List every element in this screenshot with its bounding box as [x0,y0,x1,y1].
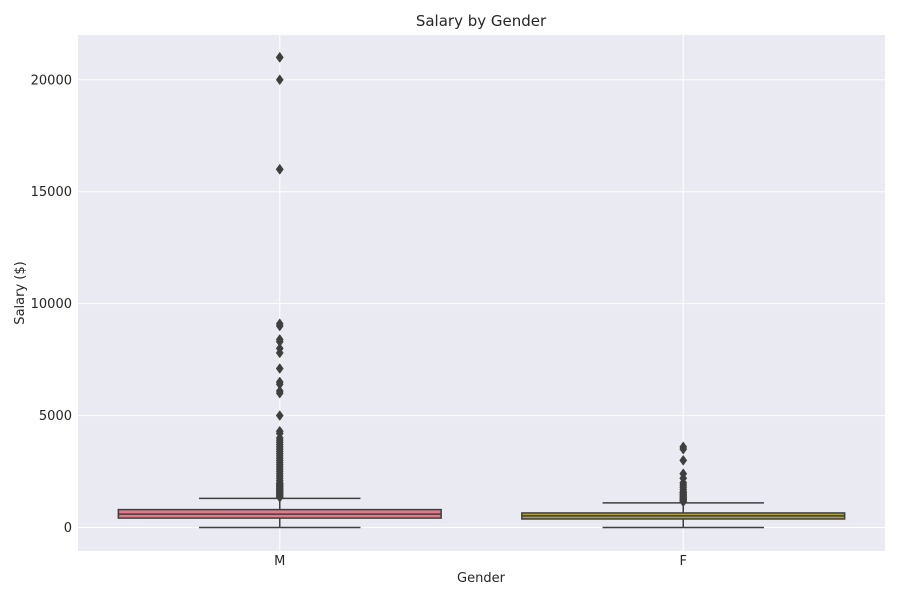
grid-lines [78,35,885,551]
box-f [521,441,846,529]
x-axis-label: Gender [457,571,506,586]
y-tick-label: 5000 [39,409,72,424]
outlier-point [679,454,688,466]
outlier-point [275,51,284,63]
outlier-point [275,347,284,359]
plot-area [78,35,885,551]
y-ticks: 0 5000 10000 15000 20000 [31,73,72,536]
chart-title: Salary by Gender [416,12,547,30]
outlier-point [275,491,284,503]
outlier-point [275,410,284,421]
outlier-point [275,387,284,399]
x-tick-label: M [274,554,285,569]
y-tick-label: 0 [64,521,72,536]
boxes [117,51,846,529]
outlier-point [679,496,688,508]
box-m [117,51,442,529]
outlier-point [275,74,284,86]
x-tick-label: F [680,554,687,569]
y-tick-label: 15000 [31,185,72,200]
outlier-point [275,363,284,374]
y-tick-label: 10000 [31,297,72,312]
y-tick-label: 20000 [31,73,72,88]
outlier-point [275,320,284,332]
y-axis-label: Salary ($) [13,261,28,324]
outlier-point [275,163,284,175]
outlier-point [679,443,688,455]
